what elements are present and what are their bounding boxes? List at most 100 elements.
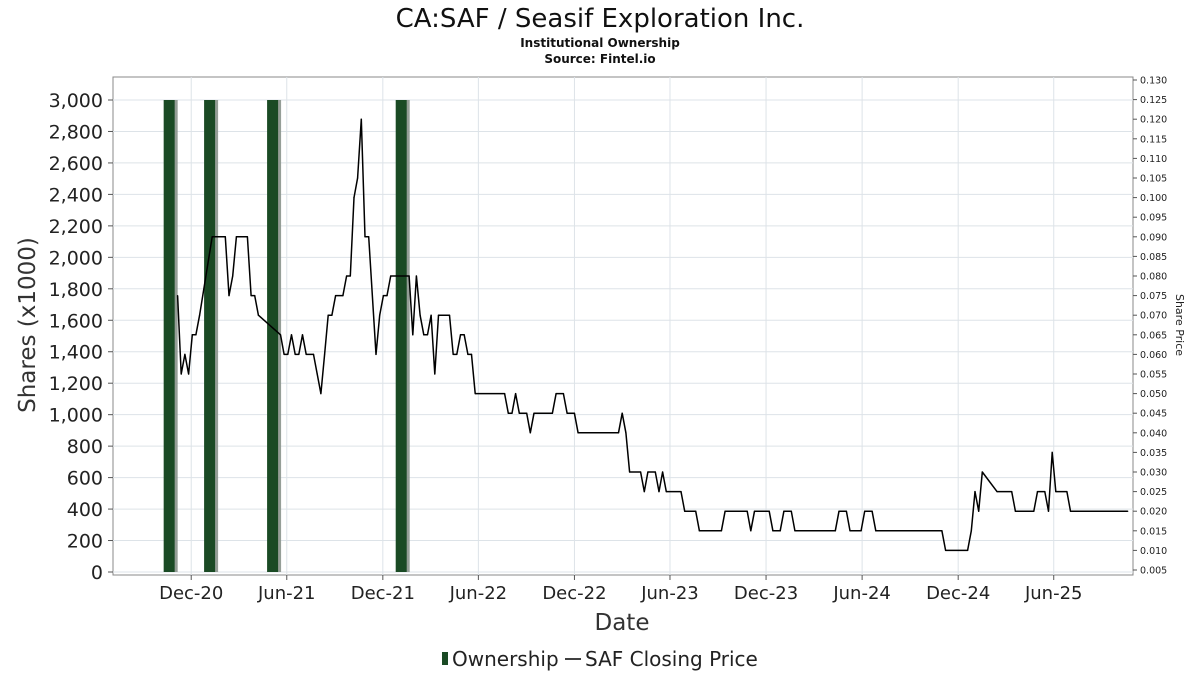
price-point: [1069, 510, 1072, 512]
price-point: [228, 295, 230, 297]
y2-tick-label: 0.085: [1140, 252, 1167, 263]
y-tick-label: 800: [67, 436, 103, 458]
price-point: [290, 334, 293, 336]
ownership-bars: [163, 100, 410, 572]
legend-price-label: SAF Closing Price: [585, 647, 758, 671]
price-point: [658, 491, 660, 493]
price-point: [996, 491, 998, 493]
price-point: [386, 295, 388, 297]
x-tick-label: Jun-22: [449, 583, 508, 604]
price-point: [323, 353, 326, 355]
y2-tick-label: 0.120: [1140, 115, 1167, 126]
price-point: [533, 412, 535, 414]
price-point: [511, 412, 513, 414]
price-point: [562, 393, 565, 395]
price-point: [342, 295, 344, 297]
y2-tick-label: 0.025: [1140, 487, 1167, 498]
price-point: [423, 334, 425, 336]
price-point: [463, 334, 465, 336]
x-axis-label: Date: [595, 610, 650, 636]
price-point: [941, 530, 943, 532]
y2-tick-label: 0.080: [1140, 272, 1167, 283]
x-axis-ticks: Dec-20 Jun-21 Dec-21 Jun-22 Dec-22 Jun-23 Dec-…: [159, 575, 1082, 604]
ownership-bar: [395, 100, 407, 572]
y2-tick-label: 0.065: [1140, 330, 1167, 341]
price-point: [665, 491, 667, 493]
price-point: [1047, 510, 1050, 512]
price-point: [555, 393, 557, 395]
y-axis-label: Shares (x1000): [15, 237, 41, 413]
y2-tick-label: 0.100: [1140, 193, 1167, 204]
ownership-bar: [163, 100, 175, 572]
price-point: [573, 412, 576, 414]
price-point: [981, 471, 983, 473]
grid-lines: [113, 77, 1133, 575]
legend: Ownership SAF Closing Price: [442, 647, 758, 671]
price-point: [334, 295, 337, 297]
price-point: [790, 510, 792, 512]
price-point: [316, 373, 318, 375]
x-tick-label: Jun-21: [257, 583, 316, 604]
price-point: [419, 314, 421, 316]
price-point: [838, 510, 840, 512]
price-point: [970, 530, 972, 532]
price-point: [474, 393, 476, 395]
price-point: [312, 353, 315, 355]
x-tick-label: Dec-24: [926, 583, 990, 604]
price-point: [379, 314, 381, 316]
x-tick-label: Dec-20: [159, 583, 223, 604]
price-point: [180, 373, 182, 375]
price-point: [944, 549, 947, 552]
price-point: [305, 353, 307, 355]
price-point: [1033, 510, 1035, 512]
price-point: [864, 510, 866, 512]
y-axis-ticks: 0 200 400 600 800 1,000 1,200 1,400 1,600 1,800 2,…: [49, 90, 113, 584]
price-point: [529, 432, 531, 434]
price-point: [298, 353, 300, 355]
price-point: [412, 334, 414, 336]
price-point: [625, 432, 627, 434]
price-point: [211, 236, 213, 238]
price-point: [779, 530, 781, 532]
y-tick-label: 400: [67, 499, 103, 521]
ownership-bar: [267, 100, 279, 572]
price-point: [720, 530, 723, 532]
y2-tick-label: 0.075: [1140, 291, 1167, 302]
x-tick-label: Jun-24: [832, 583, 891, 604]
y-tick-label: 2,000: [49, 247, 103, 269]
price-point: [287, 353, 289, 355]
price-point: [452, 353, 454, 355]
price-point: [254, 295, 256, 297]
y-tick-label: 0: [91, 562, 103, 584]
price-point: [794, 530, 796, 532]
y-tick-label: 2,400: [49, 184, 103, 206]
y-tick-label: 1,800: [49, 279, 103, 301]
x-tick-label: Dec-22: [542, 583, 606, 604]
y-tick-label: 200: [67, 531, 103, 553]
price-point: [724, 510, 726, 512]
y2-tick-label: 0.050: [1140, 389, 1167, 400]
price-point: [643, 491, 645, 493]
y2-tick-label: 0.035: [1140, 448, 1167, 459]
price-point: [184, 353, 186, 355]
price-point: [1011, 491, 1013, 493]
y2-tick-label: 0.055: [1140, 370, 1167, 381]
price-point: [504, 393, 506, 395]
chart-subtitle-ownership: Institutional Ownership: [520, 36, 680, 50]
price-point: [753, 510, 756, 512]
price-point: [871, 510, 873, 512]
price-point: [375, 353, 377, 355]
chart-subtitle-source: Source: Fintel.io: [544, 52, 655, 66]
price-point: [320, 393, 322, 395]
price-point: [224, 236, 226, 238]
price-point: [353, 197, 355, 199]
price-point: [437, 314, 440, 316]
y2-tick-label: 0.005: [1140, 566, 1167, 577]
price-point: [176, 295, 179, 297]
y-tick-label: 1,200: [49, 373, 103, 395]
price-point: [456, 353, 458, 355]
price-point: [551, 412, 553, 414]
price-point: [408, 275, 410, 277]
y-tick-label: 1,400: [49, 342, 103, 364]
